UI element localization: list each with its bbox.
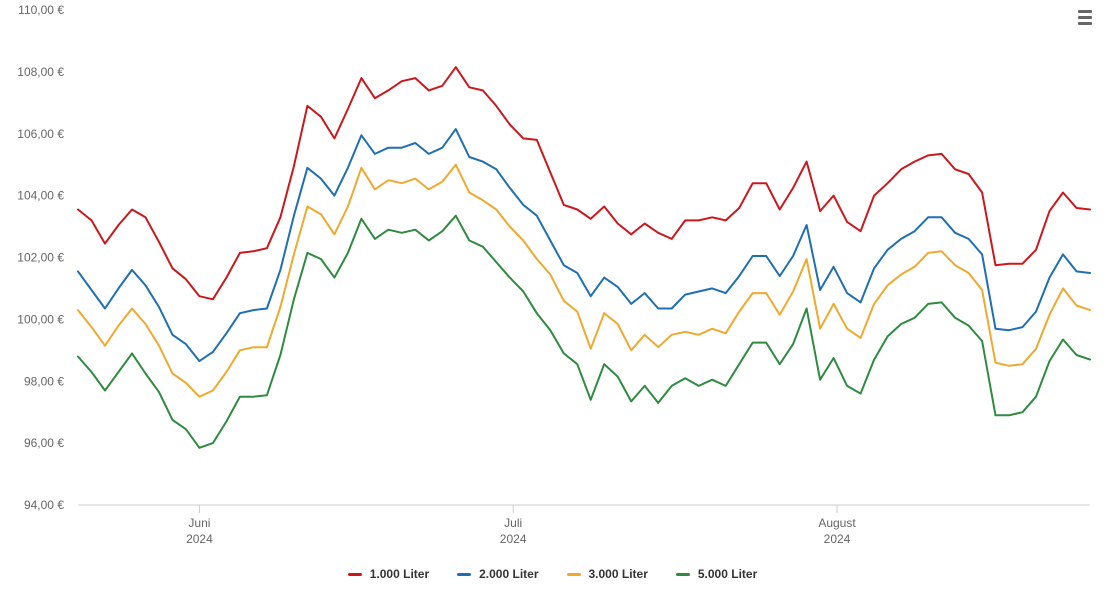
y-axis-label: 96,00 € (24, 436, 64, 450)
y-axis-label: 102,00 € (17, 251, 64, 265)
legend-label: 5.000 Liter (698, 567, 757, 581)
hamburger-icon (1078, 10, 1092, 13)
legend-label: 1.000 Liter (370, 567, 429, 581)
legend-item[interactable]: 2.000 Liter (457, 567, 538, 581)
chart-svg: 94,00 € 96,00 € 98,00 € 100,00 € 102,00 € 104… (0, 0, 1105, 603)
x-axis-sublabel: 2024 (500, 532, 527, 546)
y-axis-label: 94,00 € (24, 498, 64, 512)
y-axis-label: 98,00 € (24, 374, 64, 388)
legend-item[interactable]: 5.000 Liter (676, 567, 757, 581)
y-axis-label: 100,00 € (17, 312, 64, 326)
legend-swatch (567, 573, 581, 576)
price-chart: 94,00 € 96,00 € 98,00 € 100,00 € 102,00 € 104… (0, 0, 1105, 603)
y-axis-label: 110,00 € (18, 3, 64, 17)
legend-item[interactable]: 3.000 Liter (567, 567, 648, 581)
legend-swatch (348, 573, 362, 576)
x-axis-label: Juni (188, 516, 210, 530)
legend-label: 2.000 Liter (479, 567, 538, 581)
x-axis-label: Juli (504, 516, 522, 530)
chart-context-menu-button[interactable] (1073, 6, 1097, 28)
legend-swatch (676, 573, 690, 576)
legend-item[interactable]: 1.000 Liter (348, 567, 429, 581)
x-axis-sublabel: 2024 (824, 532, 851, 546)
x-axis-label: August (818, 516, 856, 530)
y-axis-label: 104,00 € (17, 189, 64, 203)
series-line (78, 67, 1090, 299)
y-axis-label: 106,00 € (17, 127, 64, 141)
legend-label: 3.000 Liter (589, 567, 648, 581)
x-axis-sublabel: 2024 (186, 532, 213, 546)
legend: 1.000 Liter 2.000 Liter 3.000 Liter 5.000 L… (0, 567, 1105, 581)
series-line (78, 165, 1090, 397)
series-line (78, 129, 1090, 361)
legend-swatch (457, 573, 471, 576)
y-axis-label: 108,00 € (17, 65, 64, 79)
